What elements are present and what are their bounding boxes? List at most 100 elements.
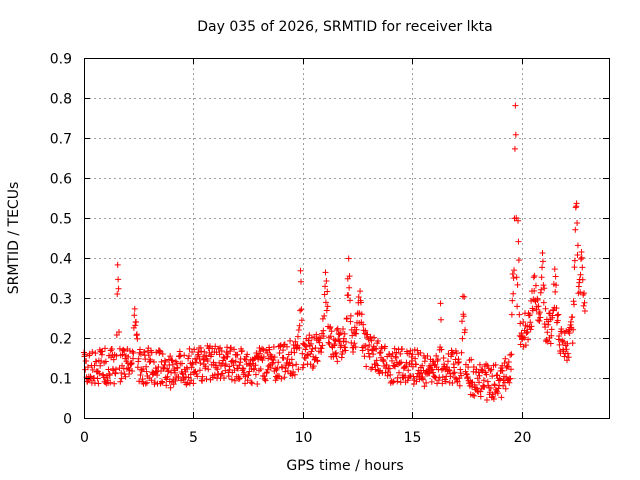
data-point xyxy=(324,288,331,295)
data-point xyxy=(536,318,543,325)
data-point xyxy=(459,335,466,342)
data-point xyxy=(130,324,137,331)
data-point xyxy=(308,348,315,355)
data-point xyxy=(186,353,192,360)
data-point xyxy=(313,331,320,338)
data-point xyxy=(554,317,561,324)
data-point xyxy=(352,343,359,350)
data-point xyxy=(126,347,133,354)
data-point xyxy=(214,366,221,373)
data-point xyxy=(187,371,194,378)
data-point xyxy=(366,342,373,349)
data-point xyxy=(538,274,545,281)
data-point xyxy=(474,387,481,394)
data-point xyxy=(322,283,329,290)
y-tick-label: 0.4 xyxy=(50,252,72,268)
data-point xyxy=(464,374,471,381)
data-point xyxy=(337,329,344,336)
data-point xyxy=(420,376,427,383)
data-point xyxy=(271,354,278,361)
data-point xyxy=(167,353,174,360)
data-point xyxy=(110,356,117,363)
data-point xyxy=(188,377,195,384)
data-point xyxy=(115,276,122,283)
data-point xyxy=(508,311,515,318)
data-point xyxy=(95,380,102,387)
data-point xyxy=(437,300,444,307)
data-point xyxy=(520,319,527,326)
data-point xyxy=(275,359,282,366)
data-point xyxy=(540,282,547,289)
data-point xyxy=(446,367,453,374)
data-point xyxy=(571,301,577,308)
data-point xyxy=(564,350,571,357)
data-point xyxy=(249,380,255,387)
data-point xyxy=(563,346,570,353)
data-point xyxy=(411,346,418,353)
data-point xyxy=(389,379,396,386)
data-point xyxy=(232,358,239,365)
data-point xyxy=(169,361,176,368)
data-point xyxy=(296,322,303,329)
data-point xyxy=(515,257,522,264)
data-point xyxy=(131,312,138,319)
data-point xyxy=(519,333,526,340)
data-point xyxy=(531,272,538,279)
data-point xyxy=(221,374,227,381)
data-point xyxy=(522,342,529,349)
data-point xyxy=(407,347,414,354)
data-point xyxy=(122,355,129,362)
data-point xyxy=(116,329,122,336)
data-point xyxy=(302,346,309,353)
data-point xyxy=(175,374,182,381)
data-point xyxy=(293,361,300,368)
data-point xyxy=(299,364,306,371)
data-point xyxy=(102,358,109,365)
data-point xyxy=(248,379,255,386)
data-point xyxy=(259,357,266,364)
data-point xyxy=(126,366,133,373)
data-point xyxy=(373,345,380,352)
data-point xyxy=(477,393,484,400)
data-point xyxy=(295,366,302,373)
data-point xyxy=(204,358,211,365)
data-point xyxy=(314,358,321,365)
data-point xyxy=(228,344,234,351)
data-point xyxy=(327,324,334,331)
x-axis-label: GPS time / hours xyxy=(286,458,403,474)
data-point xyxy=(208,351,215,358)
data-point xyxy=(362,342,369,349)
data-point xyxy=(368,337,375,344)
data-point xyxy=(462,326,469,333)
data-point xyxy=(391,345,398,352)
data-point xyxy=(298,278,304,285)
data-point xyxy=(201,348,208,355)
data-point xyxy=(495,385,502,392)
data-point xyxy=(516,311,523,318)
data-point xyxy=(541,285,548,292)
data-point xyxy=(483,371,490,378)
data-point xyxy=(539,250,546,257)
data-point xyxy=(478,366,485,373)
data-point xyxy=(524,329,531,336)
data-point xyxy=(357,288,364,295)
data-point xyxy=(244,351,251,358)
data-point xyxy=(514,281,521,288)
data-point xyxy=(163,382,170,389)
data-point xyxy=(453,350,460,357)
data-point xyxy=(458,372,465,379)
data-point xyxy=(347,318,354,325)
data-point xyxy=(137,351,144,358)
data-point xyxy=(439,380,446,387)
data-point xyxy=(218,347,225,354)
data-point xyxy=(242,373,249,380)
data-point xyxy=(574,251,581,258)
data-point xyxy=(373,357,380,364)
data-point xyxy=(558,328,565,335)
data-point xyxy=(421,383,428,390)
data-point xyxy=(480,377,487,384)
data-point xyxy=(529,307,536,314)
data-point xyxy=(555,311,562,318)
data-point xyxy=(265,355,272,362)
data-point xyxy=(334,325,341,332)
